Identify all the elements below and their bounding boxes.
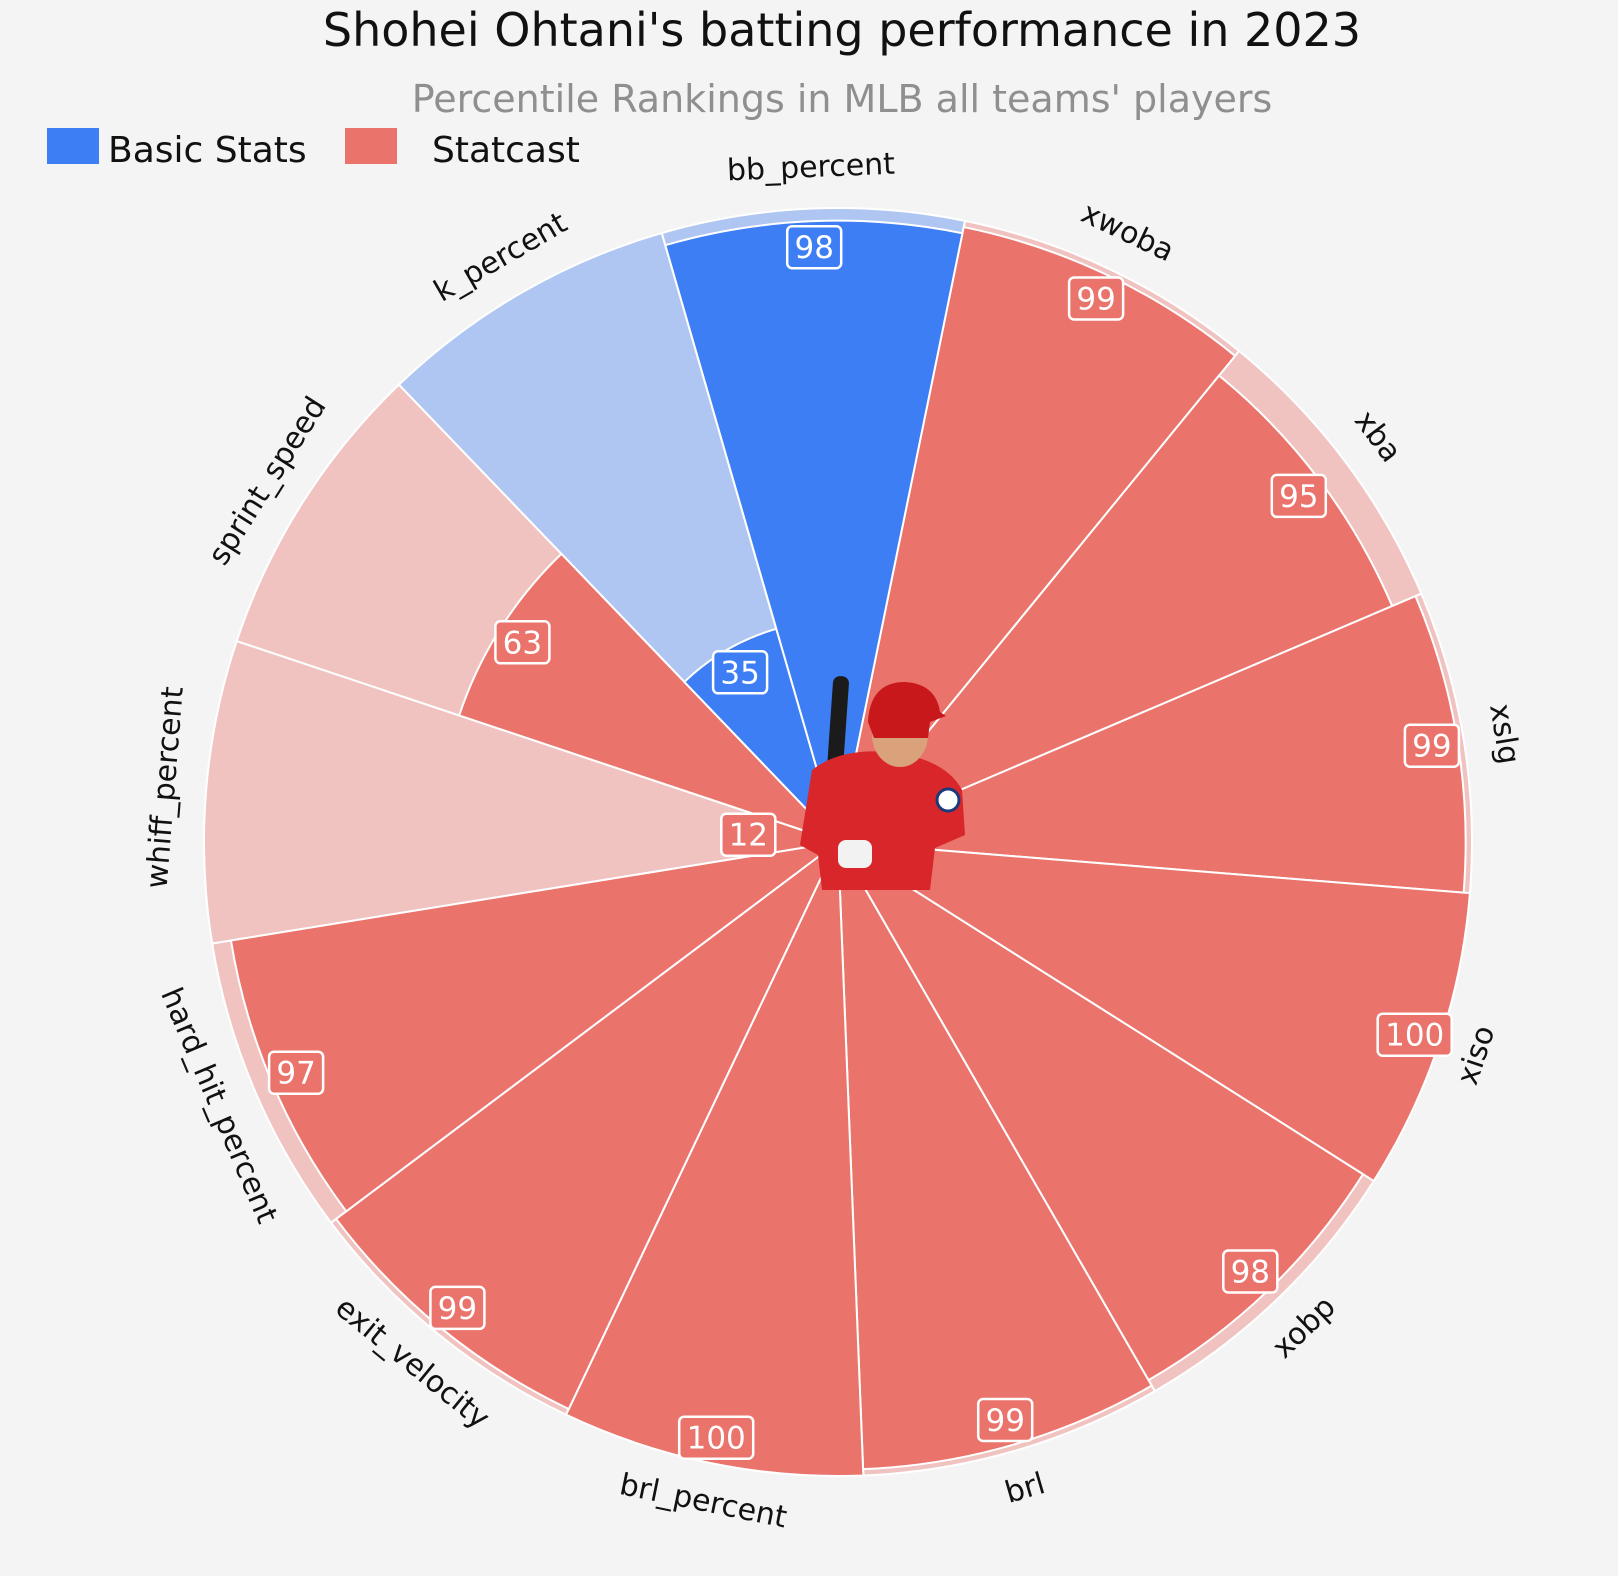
value-label-text: 99 (1076, 282, 1115, 318)
background-wedge-whiff-percent (202, 639, 839, 945)
chart-title: Shohei Ohtani's batting performance in 2… (323, 3, 1361, 57)
category-label-brl: brl (1001, 1466, 1049, 1511)
value-label-box (711, 650, 769, 695)
legend-label-basic-stats: Basic Stats (108, 130, 307, 171)
chart-subtitle: Percentile Rankings in MLB all teams' pl… (412, 77, 1273, 121)
value-label-box (1376, 1012, 1453, 1057)
value-labels: 99 95 99 100 98 99 100 99 97 12 63 35 98 (267, 224, 1461, 1460)
value-label-box (677, 1415, 755, 1460)
category-label-bb-percent: bb_percent (726, 147, 895, 189)
value-label-text: 12 (729, 818, 768, 854)
value-label-text: 99 (985, 1403, 1024, 1439)
value-label-text: 98 (794, 230, 833, 266)
value-label-text: 100 (687, 1421, 746, 1457)
value-label-k-percent: 35 (711, 650, 769, 695)
value-label-xobp: 98 (1222, 1249, 1279, 1294)
category-label-brl-percent: brl_percent (617, 1467, 790, 1535)
value-label-brl: 99 (976, 1397, 1034, 1443)
category-label-xwoba: xwoba (1076, 195, 1180, 269)
value-label-text: 97 (276, 1056, 315, 1092)
value-label-box (429, 1285, 486, 1331)
category-label-xba: xba (1347, 404, 1408, 469)
value-label-box (1222, 1249, 1279, 1294)
value-label-sprint-speed: 63 (494, 620, 551, 665)
value-label-text: 99 (438, 1291, 477, 1327)
value-label-text: 100 (1385, 1018, 1444, 1054)
legend-label-statcast: Statcast (432, 130, 580, 171)
value-label-text: 95 (1279, 479, 1318, 515)
value-label-text: 63 (503, 625, 542, 661)
category-label-xslg: xslg (1482, 701, 1526, 767)
helmet-icon (868, 682, 946, 738)
bar-xwoba (837, 225, 1237, 843)
value-label-box (267, 1050, 325, 1095)
value-label-whiff-percent: 12 (720, 812, 777, 857)
glove-icon (838, 840, 872, 868)
value-label-box (1403, 723, 1461, 768)
value-label-box (1067, 276, 1125, 321)
value-label-brl-percent: 100 (677, 1415, 755, 1460)
bar-brl-percent (564, 841, 865, 1477)
legend-swatch-statcast (345, 128, 397, 164)
value-label-xslg: 99 (1403, 723, 1461, 768)
value-label-xba: 95 (1270, 473, 1328, 519)
logo-icon (935, 787, 961, 813)
value-label-text: 35 (720, 655, 759, 691)
player-photo (800, 676, 965, 890)
value-label-text: 98 (1231, 1255, 1270, 1291)
value-label-hard-hit-percent: 97 (267, 1050, 325, 1095)
category-label-whiff-percent: whiff_percent (140, 685, 191, 890)
legend: Basic Stats Statcast (47, 128, 580, 171)
value-label-box (1270, 473, 1328, 519)
value-label-text: 99 (1412, 729, 1451, 765)
value-label-box (720, 812, 777, 857)
value-label-xwoba: 99 (1067, 276, 1125, 321)
value-label-xiso: 100 (1376, 1012, 1453, 1057)
legend-swatch-basic-stats (47, 128, 99, 164)
value-label-box (976, 1397, 1034, 1443)
value-label-box (785, 224, 843, 270)
bar-brl (837, 841, 1154, 1471)
category-label-xobp: xobp (1266, 1289, 1343, 1365)
category-label-xiso: xiso (1450, 1021, 1502, 1089)
value-label-bb-percent: 98 (785, 224, 843, 270)
value-label-box (494, 620, 551, 665)
value-label-exit-velocity: 99 (429, 1285, 486, 1331)
bars (229, 219, 1472, 1477)
bar-bb-percent (664, 219, 964, 843)
